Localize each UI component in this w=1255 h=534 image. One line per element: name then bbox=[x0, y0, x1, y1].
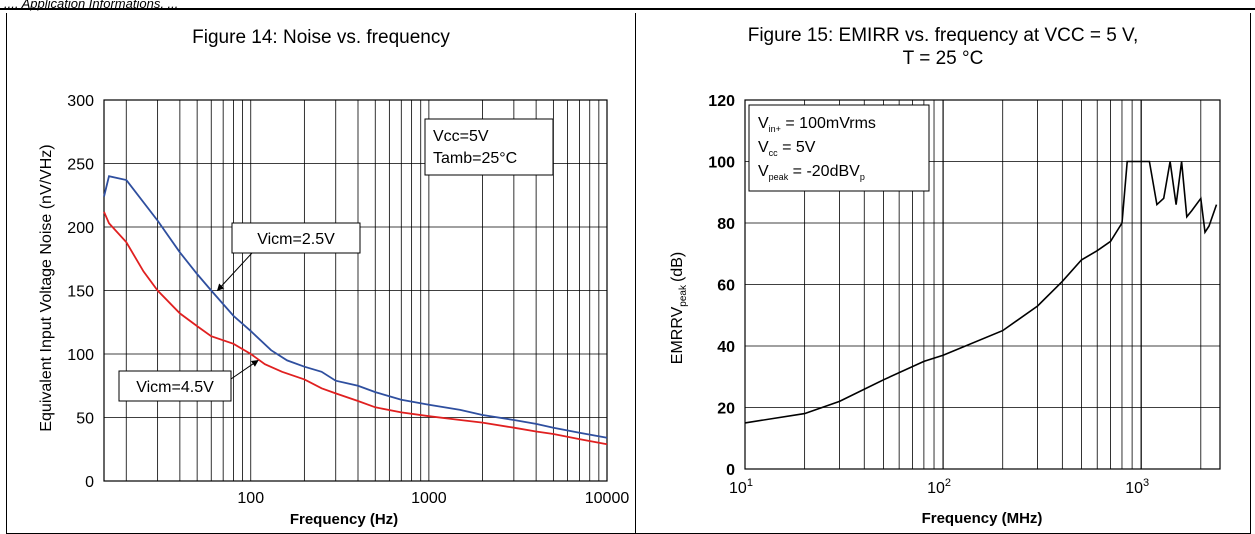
x-tick-label: 103 bbox=[1125, 477, 1149, 497]
annotation-label: Vicm=4.5V bbox=[136, 379, 214, 396]
y-tick-label: 100 bbox=[708, 155, 735, 172]
series-line bbox=[103, 175, 608, 439]
annotation-arrow bbox=[230, 359, 259, 380]
legend-line: Vin+ = 100mVrms bbox=[758, 115, 876, 134]
legend-line: Vpeak = -20dBVp bbox=[758, 163, 865, 182]
chart-annotations: Vicm=2.5V Vicm=4.5V bbox=[118, 222, 361, 402]
plot-frame bbox=[103, 99, 608, 482]
y-axis-label-main: EMRRV bbox=[669, 306, 686, 364]
x-axis-label: Frequency (Hz) bbox=[290, 511, 398, 528]
y-tick-label: 20 bbox=[717, 401, 735, 418]
x-tick-label: 100 bbox=[237, 490, 264, 507]
y-tick-label: 80 bbox=[717, 216, 735, 233]
x-tick-label: 102 bbox=[927, 477, 951, 497]
top-rule bbox=[0, 8, 1255, 10]
chart-axes: 0 20 40 60 80 100 120 101 102 103 bbox=[708, 93, 1221, 497]
annotation-label: Vicm=2.5V bbox=[257, 231, 335, 248]
y-tick-label: 60 bbox=[717, 278, 735, 295]
plot-frame bbox=[744, 99, 1221, 470]
chart-legend-box: Vcc=5V Tamb=25°C bbox=[424, 118, 554, 176]
y-tick-label: 50 bbox=[76, 411, 94, 428]
x-tick-label: 10000 bbox=[585, 490, 630, 507]
y-axis-label: EMRRVpeak (dB) bbox=[669, 252, 689, 364]
chart-axes: 0 50 100 150 200 250 300 100 1000 10000 bbox=[67, 93, 629, 507]
y-axis-label-sub: peak bbox=[678, 284, 689, 307]
chart-title-line2: T = 25 °C bbox=[903, 48, 984, 69]
y-tick-label: 300 bbox=[67, 93, 94, 110]
legend-line: Tamb=25°C bbox=[433, 150, 517, 167]
legend-line: Vcc=5V bbox=[433, 128, 489, 145]
y-axis-label: Equivalent Input Voltage Noise (nV/VHz) bbox=[38, 144, 55, 431]
y-tick-label: 120 bbox=[708, 93, 735, 110]
annotation-box bbox=[231, 222, 361, 254]
x-tick-label: 101 bbox=[729, 477, 753, 497]
series-line bbox=[103, 211, 608, 446]
y-tick-label: 100 bbox=[67, 347, 94, 364]
y-tick-label: 150 bbox=[67, 284, 94, 301]
y-axis-label-unit: (dB) bbox=[669, 252, 686, 282]
x-axis-label: Frequency (MHz) bbox=[922, 510, 1043, 527]
chart-series bbox=[103, 175, 608, 446]
figure-14-panel: Figure 14: Noise vs. frequency 0 50 100 150… bbox=[6, 13, 636, 534]
page-header-fragment: ..., Application Informations, ... bbox=[4, 0, 179, 11]
y-tick-label: 250 bbox=[67, 157, 94, 174]
y-tick-label: 0 bbox=[85, 474, 94, 491]
figure-14-chart: Figure 14: Noise vs. frequency 0 50 100 150… bbox=[38, 27, 629, 528]
chart-series bbox=[744, 160, 1218, 424]
y-tick-label: 40 bbox=[717, 339, 735, 356]
legend-line: Vcc = 5V bbox=[758, 139, 816, 158]
y-tick-label: 0 bbox=[726, 462, 735, 479]
x-tick-label: 1000 bbox=[411, 490, 447, 507]
figure-15-panel: Figure 15: EMIRR vs. frequency at VCC = … bbox=[635, 13, 1251, 534]
y-tick-label: 200 bbox=[67, 220, 94, 237]
figure-15-chart: Figure 15: EMIRR vs. frequency at VCC = … bbox=[669, 25, 1221, 527]
legend-box bbox=[424, 118, 554, 176]
series-line bbox=[744, 160, 1218, 424]
chart-legend-box: Vin+ = 100mVrms Vcc = 5V Vpeak = -20dBVp bbox=[748, 104, 930, 192]
chart-grid bbox=[104, 99, 607, 482]
chart-title: Figure 14: Noise vs. frequency bbox=[192, 27, 450, 48]
annotation-arrow bbox=[216, 252, 253, 292]
annotation-box bbox=[118, 370, 232, 402]
chart-title: Figure 15: EMIRR vs. frequency at VCC = … bbox=[748, 25, 1139, 46]
legend-box bbox=[748, 104, 930, 192]
